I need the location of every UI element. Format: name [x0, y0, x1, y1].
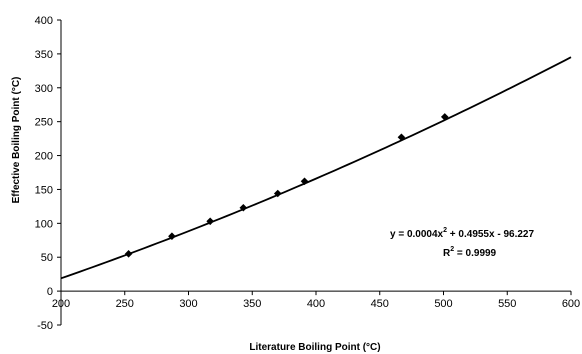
- x-tick-label: 500: [434, 298, 452, 310]
- x-axis-title: Literature Boiling Point (°C): [249, 342, 380, 353]
- x-tick-label: 350: [243, 298, 261, 310]
- y-tick-label: 0: [47, 286, 53, 298]
- data-point: [440, 113, 449, 121]
- data-point: [124, 250, 133, 258]
- x-tick-label: 400: [307, 298, 325, 310]
- data-point: [397, 133, 406, 142]
- data-point: [239, 203, 248, 212]
- y-tick-label: 150: [35, 184, 53, 196]
- x-tick-label: 550: [498, 298, 516, 310]
- y-tick-label: 400: [35, 15, 53, 27]
- x-tick-label: 600: [562, 298, 580, 310]
- y-tick-label: 350: [35, 49, 53, 61]
- data-point: [206, 217, 214, 226]
- y-axis-title: Effective Boiling Point (°C): [11, 77, 22, 204]
- data-markers: [124, 113, 449, 258]
- data-point: [168, 232, 176, 241]
- y-tick-label: -50: [37, 320, 53, 332]
- x-tick-label: 250: [116, 298, 134, 310]
- y-axis-ticks: -50 0 50 100 150 200 250 300 350 400: [35, 15, 61, 332]
- y-tick-label: 200: [35, 151, 53, 163]
- y-tick-label: 100: [35, 218, 53, 230]
- trend-line: [60, 56, 572, 280]
- y-tick-label: 50: [41, 252, 53, 264]
- data-point: [300, 177, 309, 186]
- x-tick-label: 300: [179, 298, 197, 310]
- y-tick-label: 250: [35, 117, 53, 129]
- r-squared-label: R2 = 0.9999: [443, 246, 497, 259]
- trendline-equation: y = 0.0004x2 + 0.4955x - 96.227: [390, 227, 534, 240]
- y-tick-label: 300: [35, 83, 53, 95]
- x-tick-label: 450: [371, 298, 389, 310]
- x-axis-ticks: 200 250 300 350 400 450 500 550 600: [52, 291, 580, 310]
- data-point: [273, 189, 282, 198]
